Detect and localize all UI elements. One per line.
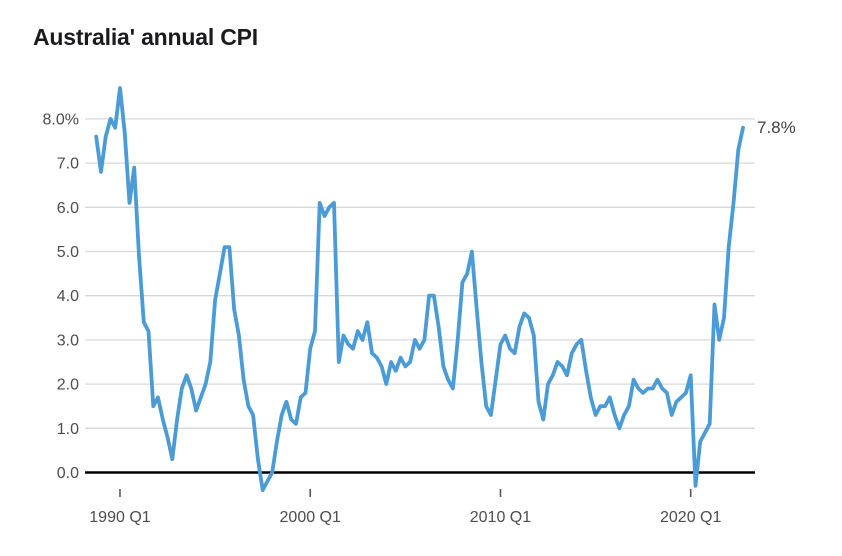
x-axis-label: 1990 Q1 xyxy=(89,509,150,526)
last-value-label: 7.8% xyxy=(757,118,796,137)
chart-title: Australia' annual CPI xyxy=(33,24,258,50)
y-axis-label: 3.0 xyxy=(57,332,79,349)
y-axis-label: 2.0 xyxy=(57,377,79,394)
y-axis-labels: 0.0 1.0 2.0 3.0 4.0 5.0 6.0 7.0 8.0% xyxy=(43,111,80,482)
y-axis-label: 5.0 xyxy=(57,244,79,261)
y-axis-label: 6.0 xyxy=(57,200,79,217)
y-axis-label: 8.0% xyxy=(43,111,79,128)
cpi-series-line xyxy=(94,86,745,493)
y-axis-label: 7.0 xyxy=(57,156,79,173)
y-axis-label: 4.0 xyxy=(57,288,79,305)
y-axis-label: 1.0 xyxy=(57,421,79,438)
gridlines-group xyxy=(85,118,755,429)
x-axis-labels: 1990 Q1 2000 Q1 2010 Q1 2020 Q1 xyxy=(89,509,721,526)
y-axis-label: 0.0 xyxy=(57,465,79,482)
x-axis-label: 2010 Q1 xyxy=(470,509,531,526)
x-axis-label: 2000 Q1 xyxy=(280,509,341,526)
x-axis-label: 2020 Q1 xyxy=(660,509,721,526)
x-axis-ticks xyxy=(119,489,692,497)
